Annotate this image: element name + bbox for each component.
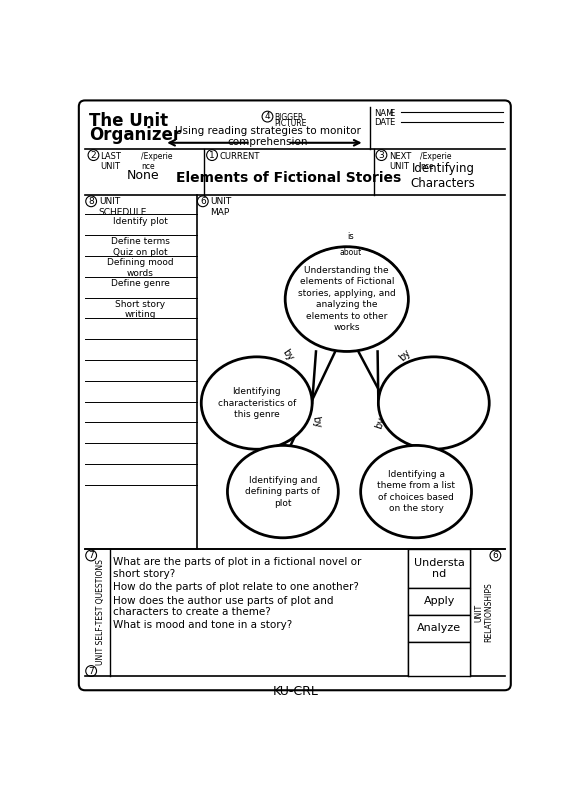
Text: 7: 7: [88, 551, 94, 560]
Text: Elements of Fictional Stories: Elements of Fictional Stories: [176, 171, 401, 185]
FancyBboxPatch shape: [79, 101, 511, 691]
Text: How does the author use parts of plot and
characters to create a theme?: How does the author use parts of plot an…: [113, 596, 334, 617]
Text: 7: 7: [88, 667, 94, 676]
Text: Identify plot: Identify plot: [113, 217, 168, 226]
Text: Define genre: Define genre: [111, 279, 170, 288]
Text: Identifying
Characters: Identifying Characters: [411, 162, 475, 190]
Text: UNIT
SCHEDULE: UNIT SCHEDULE: [99, 197, 147, 217]
Text: Defining mood
words: Defining mood words: [107, 258, 174, 278]
Text: E: E: [389, 118, 395, 128]
Text: by: by: [373, 415, 386, 429]
Text: CURRENT: CURRENT: [219, 152, 260, 161]
Text: 6: 6: [492, 551, 498, 560]
Text: How do the parts of plot relate to one another?: How do the parts of plot relate to one a…: [113, 581, 359, 592]
Text: 6: 6: [200, 196, 206, 206]
Bar: [408, 588, 470, 615]
Ellipse shape: [228, 445, 338, 538]
Bar: [408, 550, 470, 588]
Text: about: about: [339, 248, 362, 257]
Text: Short story
writing: Short story writing: [115, 300, 165, 319]
Text: What are the parts of plot in a fictional novel or
short story?: What are the parts of plot in a fictiona…: [113, 557, 362, 579]
Text: The Unit: The Unit: [89, 112, 168, 130]
Bar: [408, 642, 470, 676]
Text: UNIT
RELATIONSHIPS: UNIT RELATIONSHIPS: [474, 583, 494, 642]
Text: None: None: [126, 169, 159, 182]
Text: PICTURE: PICTURE: [274, 119, 307, 128]
Text: /Experie
nce: /Experie nce: [141, 152, 173, 171]
Text: Define terms
Quiz on plot: Define terms Quiz on plot: [111, 238, 170, 257]
Text: BIGGER: BIGGER: [274, 112, 304, 122]
Text: What is mood and tone in a story?: What is mood and tone in a story?: [113, 620, 293, 630]
Text: Identifying
characteristics of
this genre: Identifying characteristics of this genr…: [218, 387, 296, 419]
Text: KU-CRL: KU-CRL: [272, 685, 318, 699]
Text: LAST
UNIT: LAST UNIT: [100, 152, 122, 171]
Text: /Experie
nce: /Experie nce: [420, 152, 452, 171]
Text: is: is: [347, 231, 354, 241]
Text: Identifying a
theme from a list
of choices based
on the story: Identifying a theme from a list of choic…: [377, 470, 455, 513]
Text: Using reading strategies to monitor
comprehension: Using reading strategies to monitor comp…: [175, 126, 361, 147]
Text: Analyze: Analyze: [417, 623, 461, 633]
Text: Apply: Apply: [423, 596, 455, 606]
Text: NAM: NAM: [374, 109, 393, 118]
Ellipse shape: [285, 247, 408, 352]
Text: NEXT
UNIT: NEXT UNIT: [389, 152, 411, 171]
Ellipse shape: [361, 445, 472, 538]
Text: Understanding the
elements of Fictional
stories, applying, and
analyzing the
ele: Understanding the elements of Fictional …: [298, 266, 396, 332]
Text: Organizer: Organizer: [89, 126, 181, 144]
Text: UNIT
MAP: UNIT MAP: [210, 197, 232, 217]
Text: UNIT SELF-TEST QUESTIONS: UNIT SELF-TEST QUESTIONS: [96, 559, 105, 665]
Text: 1: 1: [209, 150, 215, 160]
Bar: [408, 615, 470, 642]
Text: Identifying and
defining parts of
plot: Identifying and defining parts of plot: [245, 476, 320, 508]
Text: Understa
nd: Understa nd: [414, 558, 465, 580]
Text: by: by: [310, 416, 322, 429]
Text: DAT: DAT: [374, 118, 391, 128]
Text: by: by: [280, 348, 295, 363]
Text: by: by: [397, 348, 412, 363]
Text: 3: 3: [378, 150, 384, 160]
Text: 2: 2: [90, 150, 96, 160]
Text: 8: 8: [88, 196, 94, 206]
Text: 4: 4: [264, 112, 270, 121]
Text: E: E: [389, 109, 395, 118]
Ellipse shape: [201, 357, 312, 449]
Ellipse shape: [378, 357, 489, 449]
